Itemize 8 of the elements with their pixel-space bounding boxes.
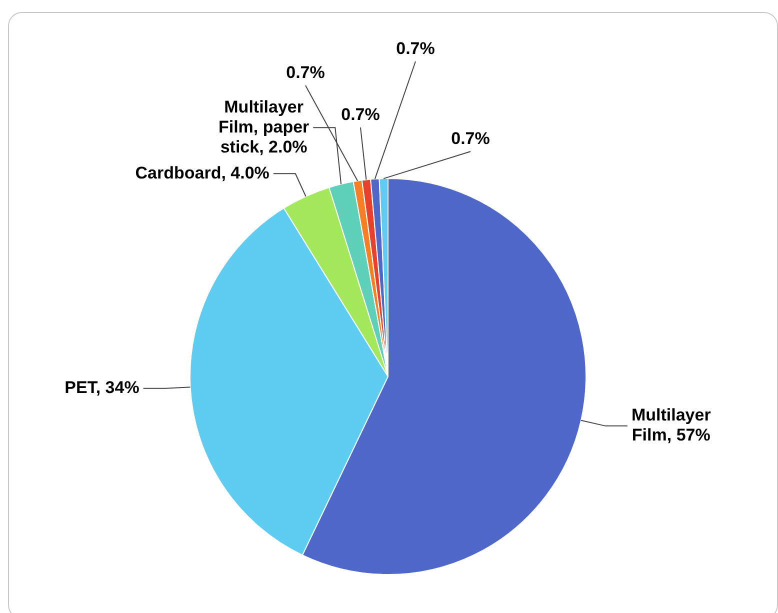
data-label: 0.7% (396, 39, 435, 58)
data-label: 0.7% (341, 105, 380, 124)
slice-label: Cardboard, 4.0% (135, 163, 270, 182)
slice-label: PET, 34% (64, 378, 140, 398)
data-label: 0.7% (286, 63, 325, 82)
slice-label: Multilayer Film, 57% (631, 406, 712, 445)
slice-label: Multilayer Film, paper stick, 2.0% (218, 97, 310, 156)
data-label: 0.7% (451, 129, 490, 148)
